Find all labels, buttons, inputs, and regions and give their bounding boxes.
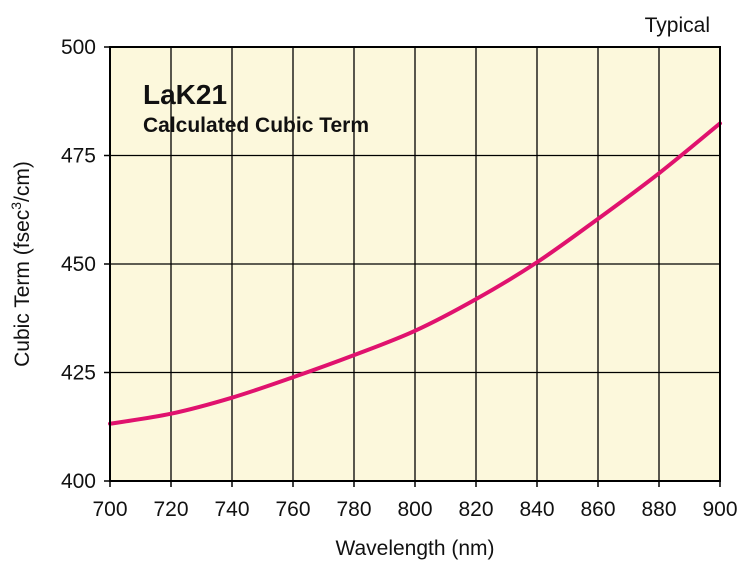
x-axis-title: Wavelength (nm)	[335, 537, 494, 560]
x-tick-label: 780	[336, 498, 371, 521]
typical-badge: Typical	[645, 14, 710, 37]
x-axis-ticks: 700 720 740 760 780 800 820 840 860 880 900	[92, 481, 738, 521]
y-tick-label: 450	[61, 253, 96, 276]
x-tick-label: 860	[580, 498, 615, 521]
grid-lines	[110, 47, 720, 481]
y-tick-label: 475	[61, 145, 96, 168]
x-tick-label: 700	[92, 498, 127, 521]
y-tick-label: 400	[61, 470, 96, 493]
x-tick-label: 720	[153, 498, 188, 521]
x-tick-label: 760	[275, 498, 310, 521]
x-tick-label: 740	[214, 498, 249, 521]
x-tick-label: 900	[702, 498, 737, 521]
y-axis-title-superscript: 3	[8, 202, 24, 210]
chart-subtitle: Calculated Cubic Term	[143, 114, 369, 137]
y-axis-title-prefix: Cubic Term (fsec	[11, 210, 34, 367]
x-tick-label: 840	[519, 498, 554, 521]
chart-title: LaK21	[143, 79, 227, 110]
x-tick-label: 820	[458, 498, 493, 521]
series-line-lak21	[108, 121, 722, 426]
y-axis-title: Cubic Term (fsec3/cm)	[8, 161, 34, 367]
y-tick-label: 500	[61, 36, 96, 59]
y-axis-ticks: 400 425 450 475 500	[61, 36, 110, 493]
x-tick-label: 800	[397, 498, 432, 521]
y-tick-label: 425	[61, 362, 96, 385]
x-tick-label: 880	[641, 498, 676, 521]
y-axis-title-suffix: /cm)	[11, 161, 34, 202]
